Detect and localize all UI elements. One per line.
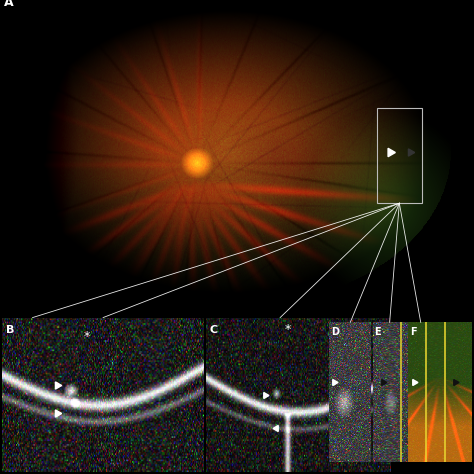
Text: *: * <box>84 329 90 343</box>
Text: F: F <box>410 327 417 337</box>
Text: B: B <box>6 325 15 335</box>
Text: A: A <box>4 0 14 9</box>
Text: *: * <box>284 323 291 337</box>
Text: C: C <box>210 325 218 335</box>
Text: E: E <box>374 327 381 337</box>
Text: D: D <box>331 327 339 337</box>
Bar <box>377 108 422 203</box>
